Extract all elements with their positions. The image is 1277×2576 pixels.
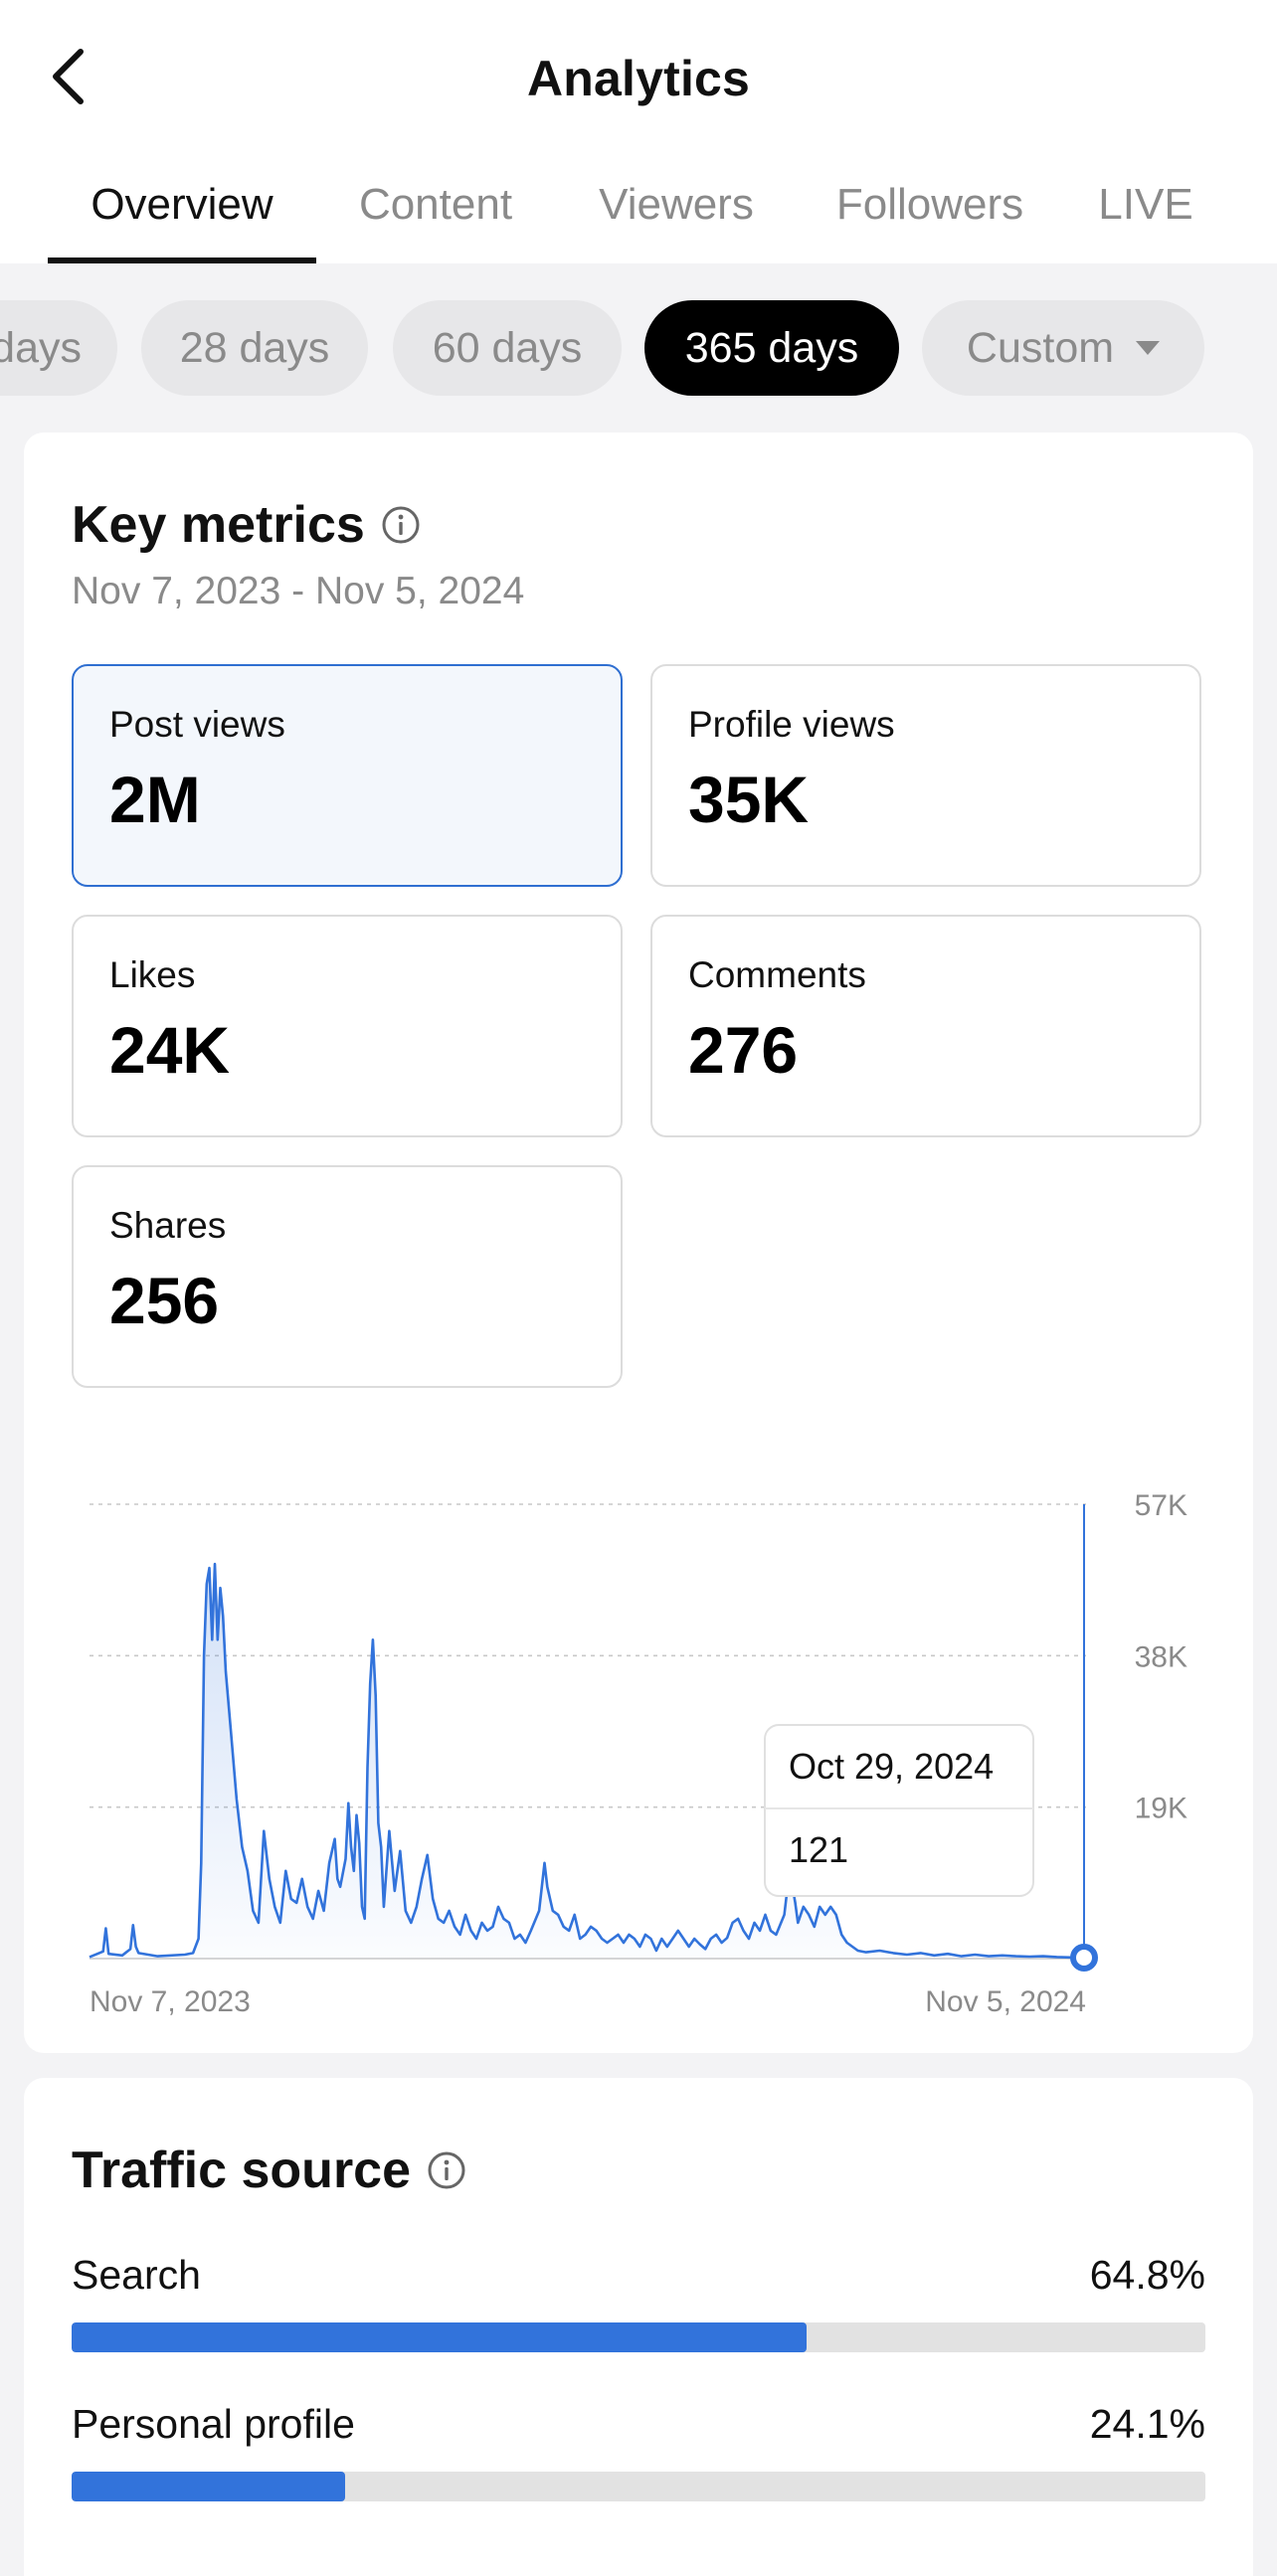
tooltip-date: Oct 29, 2024 [789,1746,994,1787]
tab-overview[interactable]: Overview [48,159,316,263]
metric-card-likes[interactable]: Likes 24K [72,915,623,1137]
tab-label: Viewers [599,180,754,229]
chart-tooltip: Oct 29, 2024 121 [764,1724,1034,1897]
traffic-bar-track [72,2472,1205,2501]
chip-7-days[interactable]: 7 days [0,300,117,396]
x-axis-end-label: Nov 5, 2024 [925,1985,1086,2018]
traffic-source-percent: 64.8% [1089,2252,1205,2298]
key-metrics-card: Key metrics Nov 7, 2023 - Nov 5, 2024 Po… [24,432,1253,2053]
metric-card-shares[interactable]: Shares 256 [72,1165,623,1388]
date-range-chips: 7 days 28 days 60 days 365 days Custom [0,263,1277,432]
metric-card-post-views[interactable]: Post views 2M [72,664,623,887]
page-title: Analytics [526,51,751,106]
traffic-bar-fill [72,2322,807,2352]
x-axis-start-label: Nov 7, 2023 [90,1985,251,2018]
tab-label: LIVE [1098,180,1193,229]
tab-bar: Overview Content Viewers Followers LIVE [0,159,1277,265]
traffic-source-card: Traffic source Search 64.8% Personal pro… [24,2078,1253,2576]
tab-viewers[interactable]: Viewers [577,159,776,261]
y-axis-tick-label: 57K [1135,1489,1187,1522]
metric-value: 2M [109,763,201,836]
traffic-bar-track [72,2322,1205,2352]
chip-custom[interactable]: Custom [922,300,1204,396]
section-title: Key metrics [72,496,365,554]
traffic-source-label: Personal profile [72,2401,355,2447]
traffic-source-heading: Traffic source [72,2141,466,2200]
tab-followers[interactable]: Followers [816,159,1044,261]
chip-365-days[interactable]: 365 days [644,300,899,396]
back-button[interactable] [40,45,95,108]
metric-label: Profile views [688,704,895,745]
chip-label: 60 days [432,323,583,372]
chip-28-days[interactable]: 28 days [141,300,368,396]
active-tab-indicator [48,258,316,263]
chevron-left-icon [53,49,84,104]
chart-cursor-dot[interactable] [1070,1944,1098,1973]
post-views-chart[interactable]: 19K 38K 57K Nov 7, 2023 Nov 5, 2024 Oct 29… [24,1437,1253,2033]
caret-down-icon [1136,341,1161,355]
metric-value: 35K [688,763,810,836]
tab-label: Overview [91,180,274,229]
info-icon[interactable] [427,2150,466,2190]
tab-live[interactable]: LIVE [1088,159,1203,261]
metric-value: 276 [688,1013,799,1087]
tooltip-value: 121 [789,1829,848,1870]
section-title: Traffic source [72,2142,412,2199]
chip-label: 28 days [179,323,330,372]
tab-label: Followers [835,180,1024,229]
app-header: Analytics Overview Content Viewers Follo… [0,0,1277,265]
chip-60-days[interactable]: 60 days [393,300,622,396]
tab-content[interactable]: Content [338,159,533,261]
y-axis-tick-label: 19K [1135,1793,1187,1825]
metric-value: 256 [109,1264,220,1337]
chart-series-line [89,1562,1085,1960]
chip-label: 365 days [684,323,859,372]
metric-label: Likes [109,954,196,995]
key-metrics-heading: Key metrics [72,495,421,555]
metric-card-profile-views[interactable]: Profile views 35K [650,664,1201,887]
date-range-label: Nov 7, 2023 - Nov 5, 2024 [72,570,525,612]
info-icon[interactable] [381,505,421,545]
traffic-source-percent: 24.1% [1089,2401,1205,2447]
traffic-source-label: Search [72,2252,201,2298]
tab-label: Content [358,180,513,229]
y-axis-tick-label: 38K [1135,1640,1187,1673]
metric-label: Comments [688,954,866,995]
metric-value: 24K [109,1013,231,1087]
chip-label: Custom [966,323,1115,372]
chip-label: 7 days [0,323,82,372]
traffic-bar-fill [72,2472,345,2501]
metric-label: Shares [109,1205,227,1246]
metric-card-comments[interactable]: Comments 276 [650,915,1201,1137]
metric-label: Post views [109,704,285,745]
